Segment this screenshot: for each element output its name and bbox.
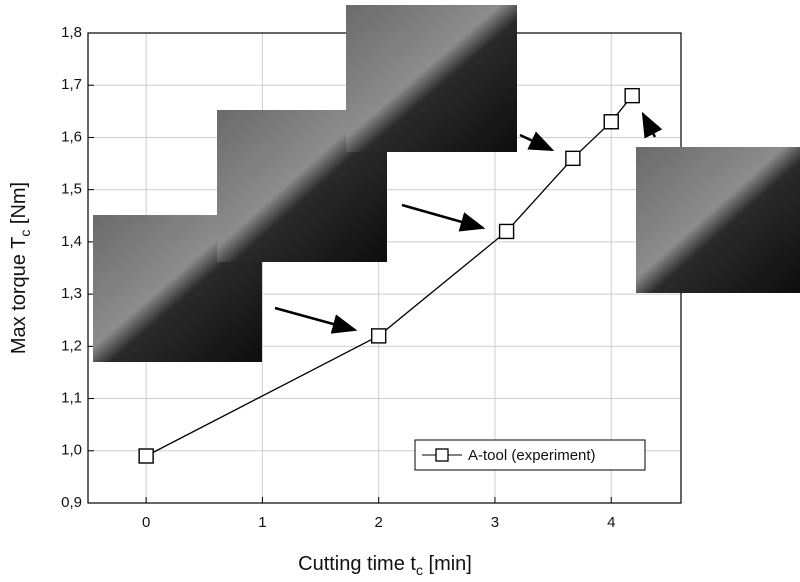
point-marker [603, 114, 619, 130]
arrow [401, 203, 486, 232]
arrows [274, 111, 663, 334]
x-tick-label: 0 [142, 514, 150, 531]
photo [346, 5, 517, 152]
y-axis-title: Max torque Tc [Nm] [8, 182, 32, 354]
y-tick-label: 1,7 [61, 76, 82, 93]
y-tick-label: 1,4 [61, 233, 82, 250]
x-title-rest: [min] [423, 553, 472, 575]
y-title-text: Max torque T [8, 237, 30, 354]
arrow [274, 306, 358, 334]
photo [636, 147, 800, 293]
x-axis-title: Cutting time tc [min] [298, 553, 472, 577]
x-tick-label: 4 [607, 514, 615, 531]
legend-marker [435, 448, 449, 462]
x-tick-label: 1 [258, 514, 266, 531]
legend: A-tool (experiment) [414, 439, 646, 471]
y-tick-label: 1,0 [61, 442, 82, 459]
y-title-rest: [Nm] [8, 182, 30, 230]
point-marker [370, 328, 387, 344]
y-tick-label: 1,3 [61, 285, 82, 302]
y-tick-label: 1,5 [61, 181, 82, 198]
legend-label: A-tool (experiment) [468, 447, 596, 464]
x-title-sub: c [416, 562, 423, 578]
x-title-text: Cutting time t [298, 553, 416, 575]
arrow [519, 131, 555, 152]
y-tick-label: 0,9 [61, 494, 82, 511]
y-tick-label: 1,8 [61, 24, 82, 41]
y-title-sub: c [17, 230, 33, 237]
point-marker [498, 223, 515, 240]
point-marker [565, 150, 581, 167]
x-tick-label: 3 [491, 514, 499, 531]
y-tick-label: 1,6 [61, 128, 82, 145]
arrow [641, 111, 663, 139]
photos [93, 5, 800, 362]
point-marker [624, 87, 640, 104]
point-marker [138, 448, 154, 464]
x-tick-label: 2 [375, 514, 383, 531]
y-tick-label: 1,2 [61, 337, 82, 354]
y-tick-label: 1,1 [61, 390, 82, 407]
